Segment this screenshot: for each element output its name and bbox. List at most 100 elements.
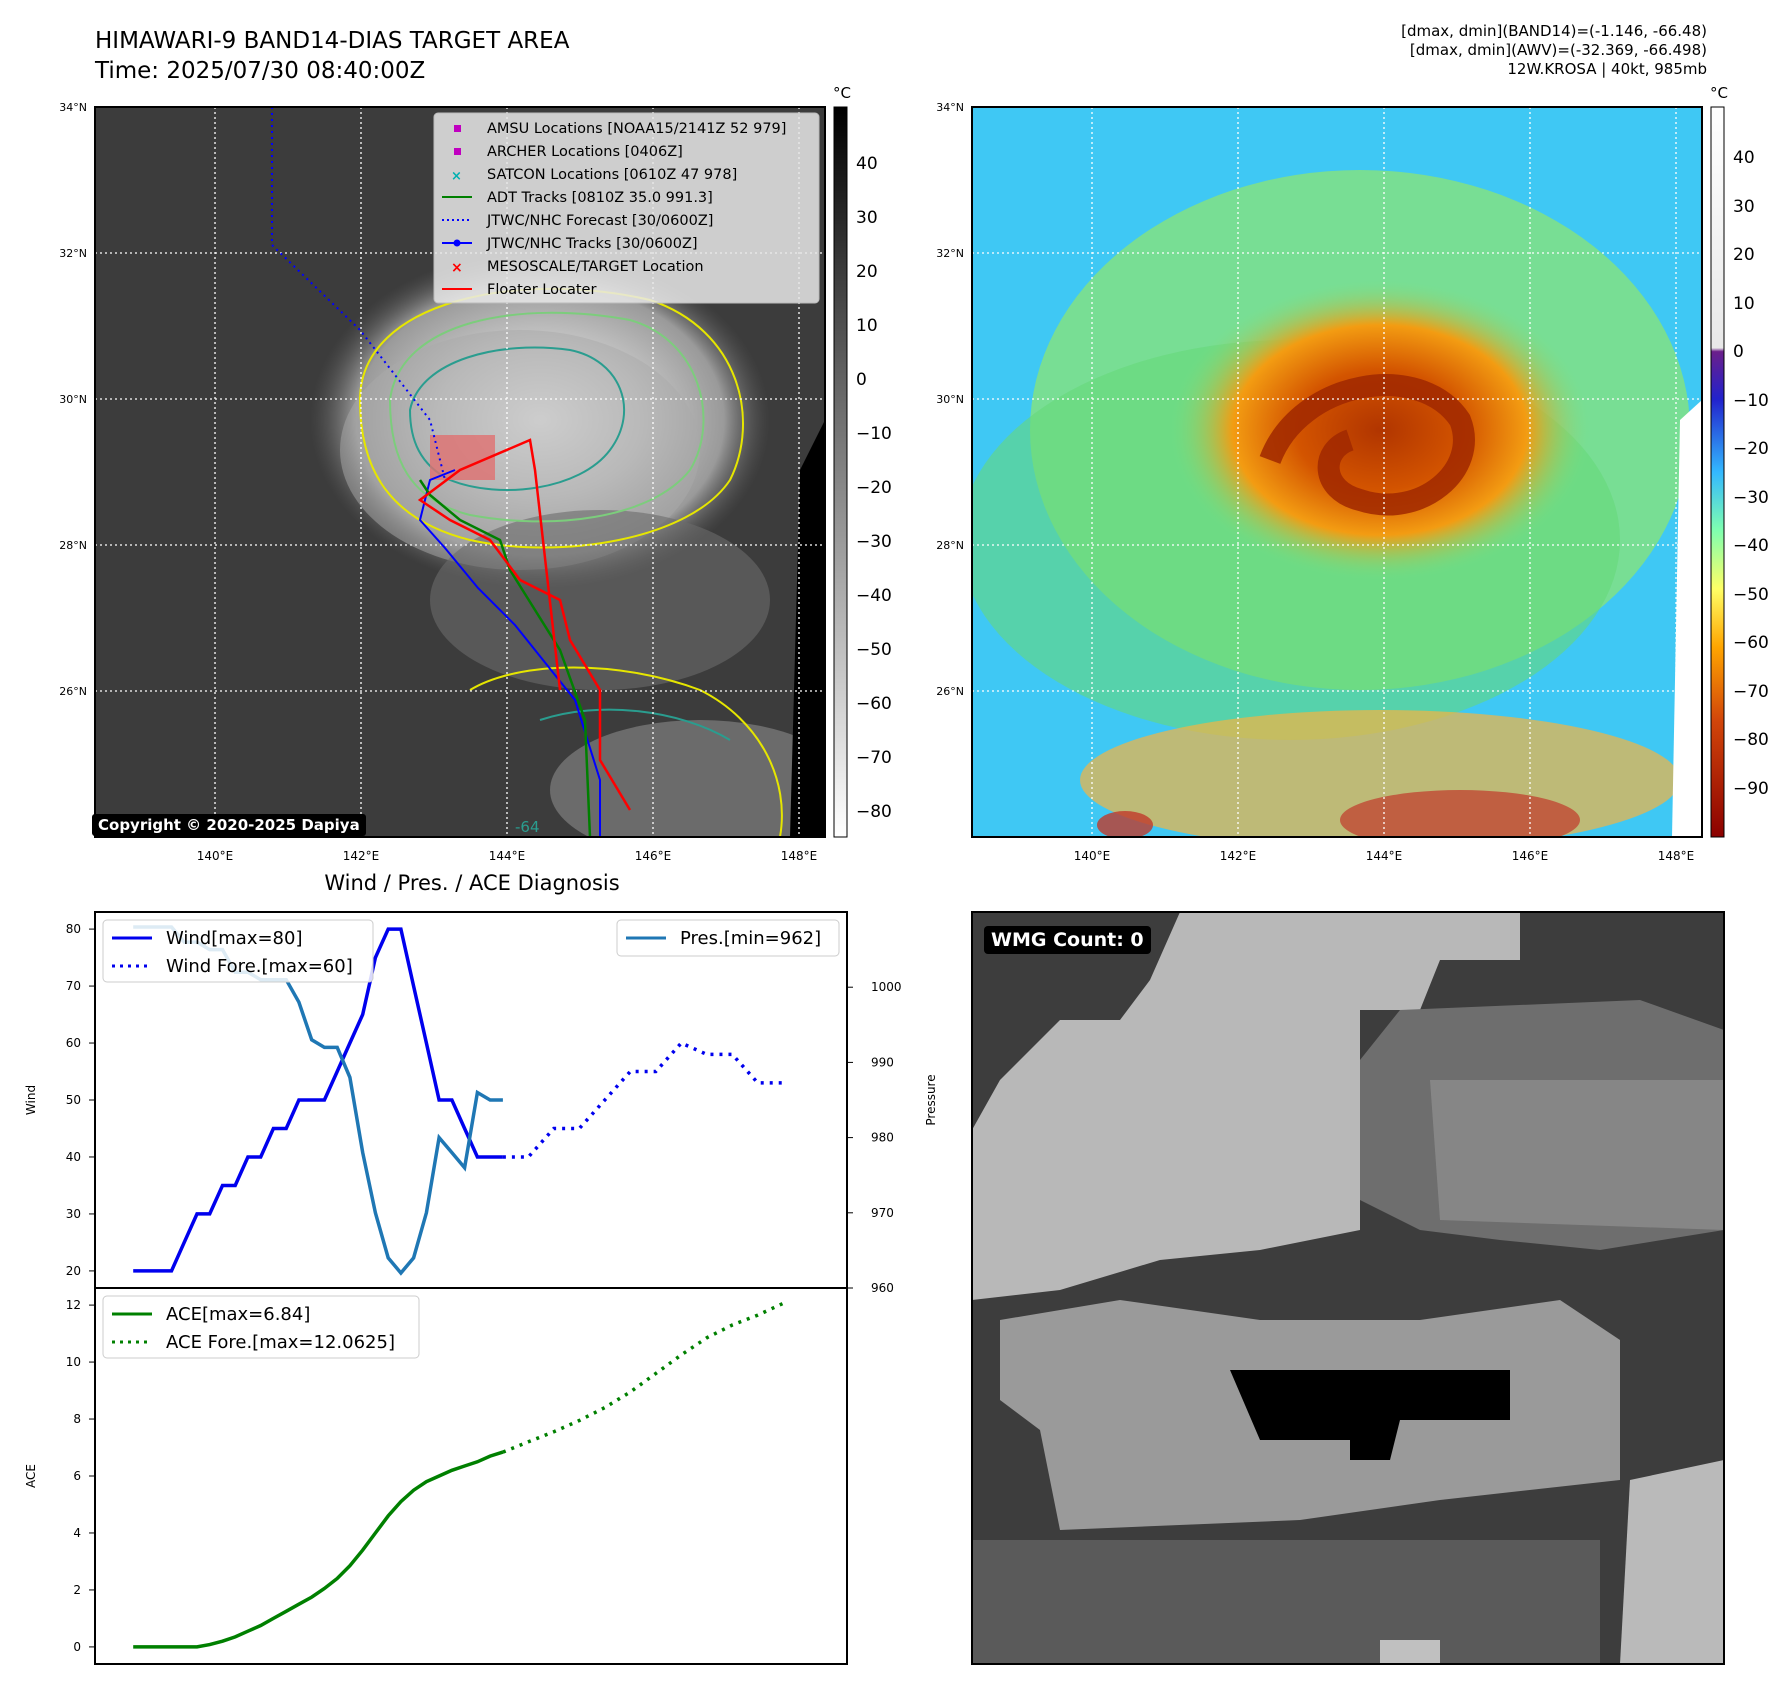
legend-marker-amsu bbox=[454, 125, 461, 132]
info-block: [dmax, dmin](BAND14)=(-1.146, -66.48) [d… bbox=[1401, 22, 1707, 79]
awv-cb-tick: −60 bbox=[1733, 633, 1769, 653]
legend-marker-mesoscale: × bbox=[451, 260, 463, 276]
ir-lon-142: 142°E bbox=[343, 849, 380, 863]
awv-cb-tick: 40 bbox=[1733, 148, 1755, 168]
awv-cb-tick: −50 bbox=[1733, 585, 1769, 605]
figure-title-block: HIMAWARI-9 BAND14-DIAS TARGET AREA Time:… bbox=[95, 26, 569, 86]
pressure-axis-tick-label: 1000 bbox=[871, 980, 902, 994]
wmg-count-badge: WMG Count: 0 bbox=[984, 926, 1151, 954]
awv-cb-tick: −70 bbox=[1733, 682, 1769, 702]
ace-axis-tick-label: 2 bbox=[73, 1583, 81, 1597]
wind-axis-tick-label: 30 bbox=[66, 1207, 81, 1221]
awv-cb-tick: 10 bbox=[1733, 294, 1755, 314]
wind-axis-tick-label: 40 bbox=[66, 1150, 81, 1164]
ir-cb-tick: −10 bbox=[856, 424, 892, 444]
wind-axis-label: Wind bbox=[24, 1085, 38, 1115]
legend-ace-label: ACE[max=6.84] bbox=[166, 1304, 310, 1325]
ir-cb-tick: −40 bbox=[856, 586, 892, 606]
pressure-axis-label: Pressure bbox=[924, 1074, 938, 1125]
ir-cb-tick: 30 bbox=[856, 208, 878, 228]
awv-colorbar-ticks: 40 30 20 10 0 −10 −20 −30 −40 −50 −60 −7… bbox=[1733, 148, 1769, 799]
legend-marker-archer bbox=[454, 148, 461, 155]
legend-label-jtwc-tracks: JTWC/NHC Tracks [30/0600Z] bbox=[486, 236, 698, 252]
ir-cb-tick: −30 bbox=[856, 532, 892, 552]
ir-cb-tick: 0 bbox=[856, 370, 867, 390]
awv-lat-30: 30°N bbox=[936, 393, 964, 406]
legend-wind-label: Wind[max=80] bbox=[166, 928, 303, 949]
legend-label-jtwc-forecast: JTWC/NHC Forecast [30/0600Z] bbox=[486, 213, 713, 229]
ace-axis-tick-label: 4 bbox=[73, 1526, 81, 1540]
awv-lat-32: 32°N bbox=[936, 247, 964, 260]
ir-colorbar-ticks: 40 30 20 10 0 −10 −20 −30 −40 −50 −60 −7… bbox=[856, 154, 892, 822]
ace-axis-tick-label: 6 bbox=[73, 1469, 81, 1483]
awv-lon-labels: 140°E 142°E 144°E 146°E 148°E bbox=[1074, 849, 1695, 863]
contour-label: -64 bbox=[515, 818, 540, 836]
ace-axis-tick-label: 8 bbox=[73, 1412, 81, 1426]
wind-axis-tick-label: 20 bbox=[66, 1264, 81, 1278]
awv-lon-148: 148°E bbox=[1658, 849, 1695, 863]
ir-lon-146: 146°E bbox=[635, 849, 672, 863]
awv-cb-tick: −40 bbox=[1733, 536, 1769, 556]
awv-lon-140: 140°E bbox=[1074, 849, 1111, 863]
pressure-axis-tick-label: 980 bbox=[871, 1131, 894, 1145]
awv-cb-tick: 0 bbox=[1733, 342, 1744, 362]
awv-lat-26: 26°N bbox=[936, 685, 964, 698]
ir-cb-tick: 20 bbox=[856, 262, 878, 282]
ir-colorbar-unit: °C bbox=[833, 84, 851, 102]
awv-lat-28: 28°N bbox=[936, 539, 964, 552]
awv-cb-tick: −30 bbox=[1733, 488, 1769, 508]
awv-colorbar: °C 40 30 20 10 0 −10 −20 −30 −40 −50 −60… bbox=[1710, 84, 1769, 838]
legend-label-satcon: SATCON Locations [0610Z 47 978] bbox=[487, 167, 737, 183]
jtwc-best-track bbox=[418, 469, 601, 837]
wind-forecast-series-line bbox=[502, 1040, 784, 1159]
ir-lon-140: 140°E bbox=[197, 849, 234, 863]
ace-axis-tick-label: 10 bbox=[66, 1355, 81, 1369]
ir-lat-labels: 34°N 32°N 30°N 28°N 26°N bbox=[59, 101, 87, 698]
ir-lat-28: 28°N bbox=[59, 539, 87, 552]
ace-axis-tick-label: 0 bbox=[73, 1640, 81, 1654]
legend-label-mesoscale: MESOSCALE/TARGET Location bbox=[487, 259, 704, 275]
wind-axis-tick-label: 80 bbox=[66, 922, 81, 936]
legend-label-floater: Floater Locater bbox=[487, 282, 596, 298]
pressure-legend: Pres.[min=962] bbox=[616, 919, 840, 957]
ace-series-line bbox=[133, 1450, 504, 1649]
legend-wind-fore-label: Wind Fore.[max=60] bbox=[166, 956, 353, 977]
awv-cb-tick: −90 bbox=[1733, 779, 1769, 799]
ir-lat-26: 26°N bbox=[59, 685, 87, 698]
awv-map-frame bbox=[971, 106, 1703, 838]
pressure-axis-tick-label: 990 bbox=[871, 1055, 894, 1069]
ace-forecast-series-line bbox=[502, 1301, 785, 1454]
ir-cb-tick: −60 bbox=[856, 694, 892, 714]
copyright-badge: Copyright © 2020-2025 Dapiya bbox=[92, 814, 366, 836]
awv-cb-tick: −80 bbox=[1733, 730, 1769, 750]
wind-axis-tick-label: 50 bbox=[66, 1093, 81, 1107]
wind-axis-tick-label: 60 bbox=[66, 1036, 81, 1050]
legend-marker-satcon: × bbox=[451, 169, 462, 184]
ir-lon-148: 148°E bbox=[781, 849, 818, 863]
awv-lat-34: 34°N bbox=[936, 101, 964, 114]
ir-map-frame bbox=[94, 106, 826, 838]
awv-cb-tick: 20 bbox=[1733, 245, 1755, 265]
awv-gridlines bbox=[972, 107, 1702, 837]
awv-cb-tick: 30 bbox=[1733, 197, 1755, 217]
ir-cb-tick: −50 bbox=[856, 640, 892, 660]
legend-pres-label: Pres.[min=962] bbox=[680, 928, 821, 949]
ace-axis-label: ACE bbox=[24, 1464, 38, 1488]
ace-axis-tick-label: 12 bbox=[66, 1298, 81, 1312]
awv-cb-tick: −20 bbox=[1733, 439, 1769, 459]
ace-legend: ACE[max=6.84] ACE Fore.[max=12.0625] bbox=[102, 1295, 420, 1359]
legend-label-adt: ADT Tracks [0810Z 35.0 991.3] bbox=[487, 190, 713, 206]
wind-legend: Wind[max=80] Wind Fore.[max=60] bbox=[102, 919, 374, 983]
awv-cb-tick: −10 bbox=[1733, 391, 1769, 411]
awv-lon-146: 146°E bbox=[1512, 849, 1549, 863]
ir-colorbar: °C 40 30 20 10 0 −10 −20 −30 −40 −50 −60… bbox=[833, 84, 892, 838]
awv-lon-142: 142°E bbox=[1220, 849, 1257, 863]
ir-map-legend: AMSU Locations [NOAA15/2141Z 52 979] ARC… bbox=[433, 112, 820, 304]
wmg-frame bbox=[971, 911, 1725, 1665]
pressure-axis-tick-label: 970 bbox=[871, 1206, 894, 1220]
wind-series-line bbox=[133, 927, 503, 1273]
ir-cb-tick: 40 bbox=[856, 154, 878, 174]
legend-ace-fore-label: ACE Fore.[max=12.0625] bbox=[166, 1332, 395, 1353]
